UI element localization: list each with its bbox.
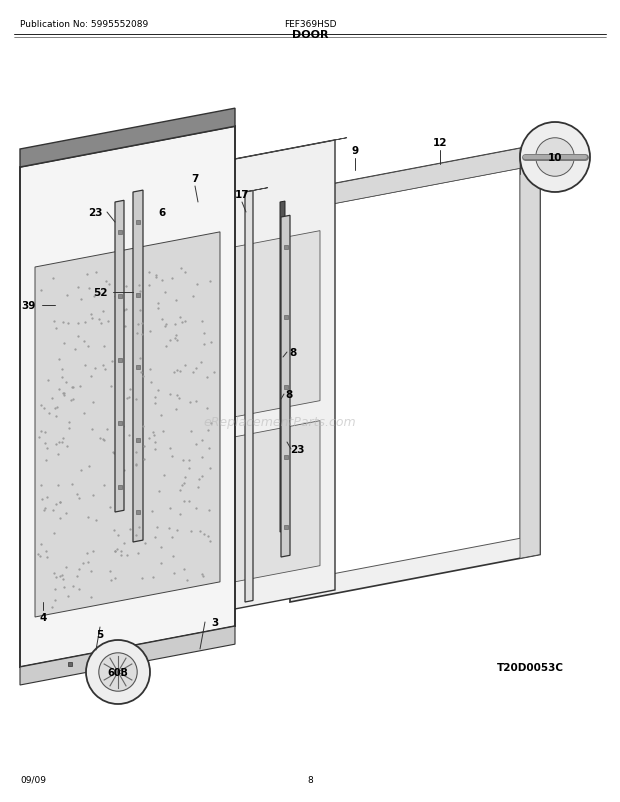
Polygon shape xyxy=(20,127,235,667)
Polygon shape xyxy=(133,191,143,542)
Text: 52: 52 xyxy=(93,288,107,298)
Text: 8: 8 xyxy=(285,390,293,399)
Text: Publication No: 5995552089: Publication No: 5995552089 xyxy=(20,20,148,29)
Text: 10: 10 xyxy=(547,153,562,163)
Text: 23: 23 xyxy=(290,444,304,455)
Text: T20D0053C: T20D0053C xyxy=(497,662,564,672)
Polygon shape xyxy=(140,139,347,178)
Polygon shape xyxy=(310,169,520,578)
Text: 8: 8 xyxy=(290,347,296,358)
Circle shape xyxy=(99,653,137,691)
Polygon shape xyxy=(245,188,268,192)
Polygon shape xyxy=(20,109,235,168)
Text: 17: 17 xyxy=(235,190,249,200)
Polygon shape xyxy=(140,141,335,627)
Polygon shape xyxy=(290,145,540,602)
Circle shape xyxy=(520,123,590,192)
Text: eReplacementParts.com: eReplacementParts.com xyxy=(204,416,356,429)
Text: FEF369HSD: FEF369HSD xyxy=(284,20,336,29)
Text: 60B: 60B xyxy=(107,667,128,677)
Text: 23: 23 xyxy=(88,208,102,217)
Polygon shape xyxy=(245,191,253,602)
Text: 6: 6 xyxy=(158,208,166,217)
Circle shape xyxy=(86,640,150,704)
Text: DOOR: DOOR xyxy=(292,30,328,40)
Text: 12: 12 xyxy=(433,138,447,148)
Polygon shape xyxy=(35,233,220,618)
Polygon shape xyxy=(280,202,285,533)
Polygon shape xyxy=(155,231,320,432)
Polygon shape xyxy=(20,626,235,685)
Text: 4: 4 xyxy=(39,612,46,622)
Text: 9: 9 xyxy=(352,146,358,156)
Text: 09/09: 09/09 xyxy=(20,775,46,784)
Polygon shape xyxy=(115,201,124,512)
Text: 7: 7 xyxy=(192,174,198,184)
Polygon shape xyxy=(281,216,290,557)
Polygon shape xyxy=(520,145,540,559)
Polygon shape xyxy=(155,421,320,597)
Text: 3: 3 xyxy=(211,618,219,627)
Circle shape xyxy=(536,139,574,177)
Text: 5: 5 xyxy=(96,630,104,639)
Text: 39: 39 xyxy=(21,301,35,310)
Text: 8: 8 xyxy=(307,775,313,784)
Polygon shape xyxy=(290,145,540,209)
